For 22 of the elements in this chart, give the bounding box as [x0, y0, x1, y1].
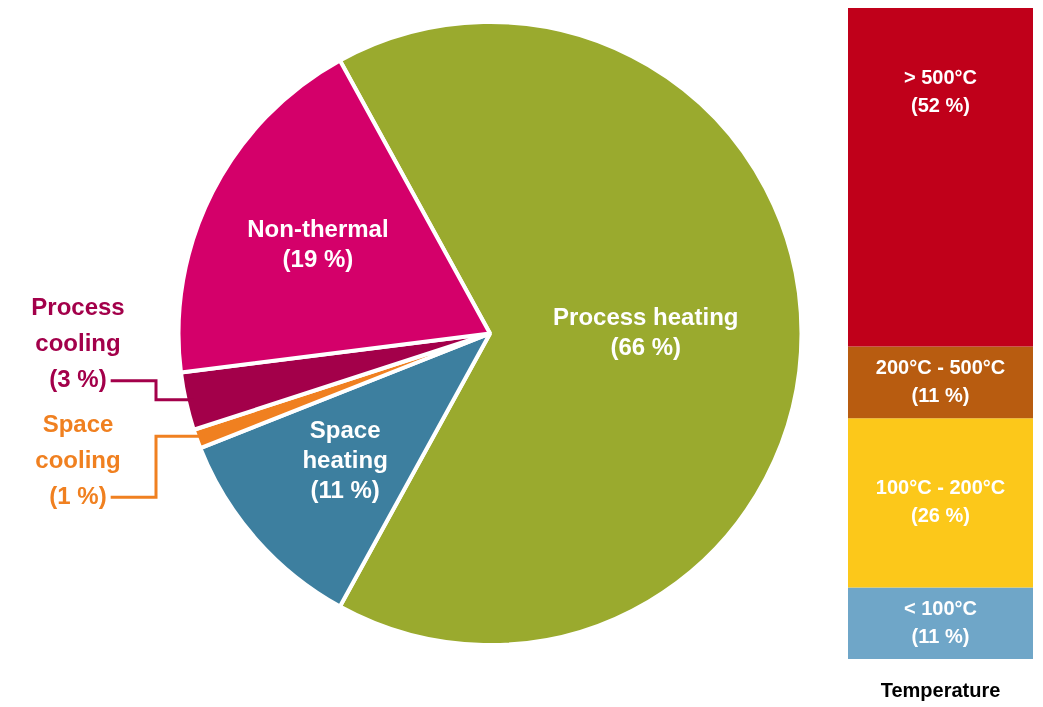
data-label: (19 %): [282, 245, 354, 273]
series-label: > 500°C: [903, 66, 978, 89]
series-label: 100°C - 200°C: [875, 476, 1006, 499]
slice-label: Space heating: [302, 415, 388, 473]
data-label: (11 %): [911, 383, 970, 406]
series-label: 200°C - 500°C: [875, 355, 1006, 378]
slice-label: Space cooling: [35, 409, 121, 473]
data-label: (66 %): [610, 333, 682, 361]
bar: [848, 8, 1033, 347]
data-label: (11 %): [911, 624, 970, 647]
data-label: (11 %): [310, 475, 380, 503]
data-label: (3 %): [49, 365, 107, 393]
slice-label: Process heating: [553, 303, 739, 331]
data-label: (26 %): [911, 504, 970, 527]
data-label: (1 %): [49, 481, 107, 509]
bar: [848, 587, 1033, 659]
slice-label: Non-thermal: [247, 215, 389, 243]
bar: [848, 418, 1033, 588]
x-axis-title: Temperature: [880, 678, 1001, 701]
series-label: < 100°C: [903, 596, 978, 619]
data-label: (52 %): [911, 94, 970, 117]
slice-label: Process cooling: [31, 293, 125, 357]
